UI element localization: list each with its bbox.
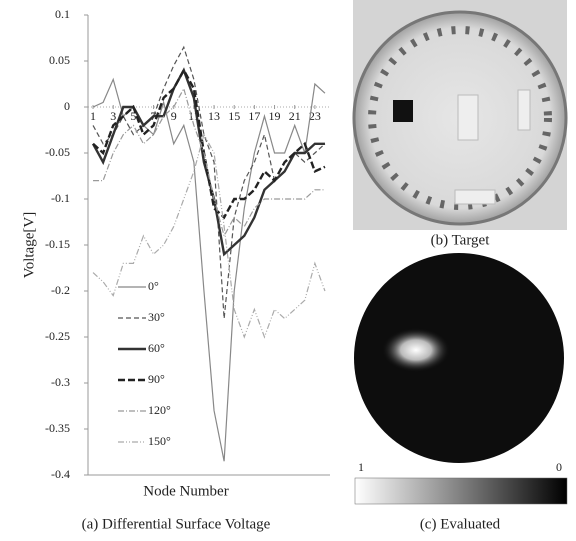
x-tick-label: 9	[171, 109, 177, 123]
y-tick-label: 0.05	[49, 53, 70, 67]
colorbar-label: 0	[556, 460, 562, 474]
legend-label: 60°	[148, 341, 165, 355]
x-tick-label: 21	[289, 109, 301, 123]
series-line	[92, 67, 326, 220]
x-tick-label: 1	[90, 109, 96, 123]
x-tick-label: 5	[130, 109, 136, 123]
legend-label: 30°	[148, 310, 165, 324]
y-tick-label: -0.4	[51, 467, 70, 481]
x-axis-title: Node Number	[143, 483, 228, 499]
y-tick-label: -0.25	[45, 329, 70, 343]
legend-label: 120°	[148, 403, 171, 417]
x-tick-label: 11	[188, 109, 200, 123]
x-tick-label: 3	[110, 109, 116, 123]
legend-label: 150°	[148, 434, 171, 448]
y-tick-label: -0.15	[45, 237, 70, 251]
line-chart: 0.1 0.05 0 -0.05 -0.1 -0.15 -0.2 -0.25 -0.3 -0.35…	[45, 7, 330, 481]
y-tick-label: -0.1	[51, 191, 70, 205]
x-tick-label: 15	[228, 109, 240, 123]
evaluated-image	[354, 253, 568, 505]
x-tick-label: 23	[309, 109, 321, 123]
y-tick-label: -0.35	[45, 421, 70, 435]
caption: (a) Differential Surface Voltage	[82, 516, 271, 532]
y-tick-label: -0.05	[45, 145, 70, 159]
series-line	[92, 45, 326, 319]
x-tick-label: 13	[208, 109, 220, 123]
series-line	[93, 87, 325, 238]
x-tick-label: 17	[248, 109, 260, 123]
legend-label: 90°	[148, 372, 165, 386]
series-line	[92, 133, 326, 339]
series-line	[91, 67, 325, 257]
y-tick-label: -0.2	[51, 283, 70, 297]
y-axis-title: Voltage[V]	[21, 212, 37, 278]
caption: (b) Target	[431, 232, 491, 248]
x-tick-label: 19	[269, 109, 281, 123]
y-tick-label: -0.3	[51, 375, 70, 389]
colorbar-label: 1	[358, 460, 364, 474]
y-tick-label: 0	[64, 99, 70, 113]
caption: (c) Evaluated	[420, 516, 501, 532]
target-photo	[352, 0, 568, 230]
series-line	[92, 77, 326, 462]
legend-label: 0°	[148, 279, 159, 293]
y-tick-label: 0.1	[55, 7, 70, 21]
